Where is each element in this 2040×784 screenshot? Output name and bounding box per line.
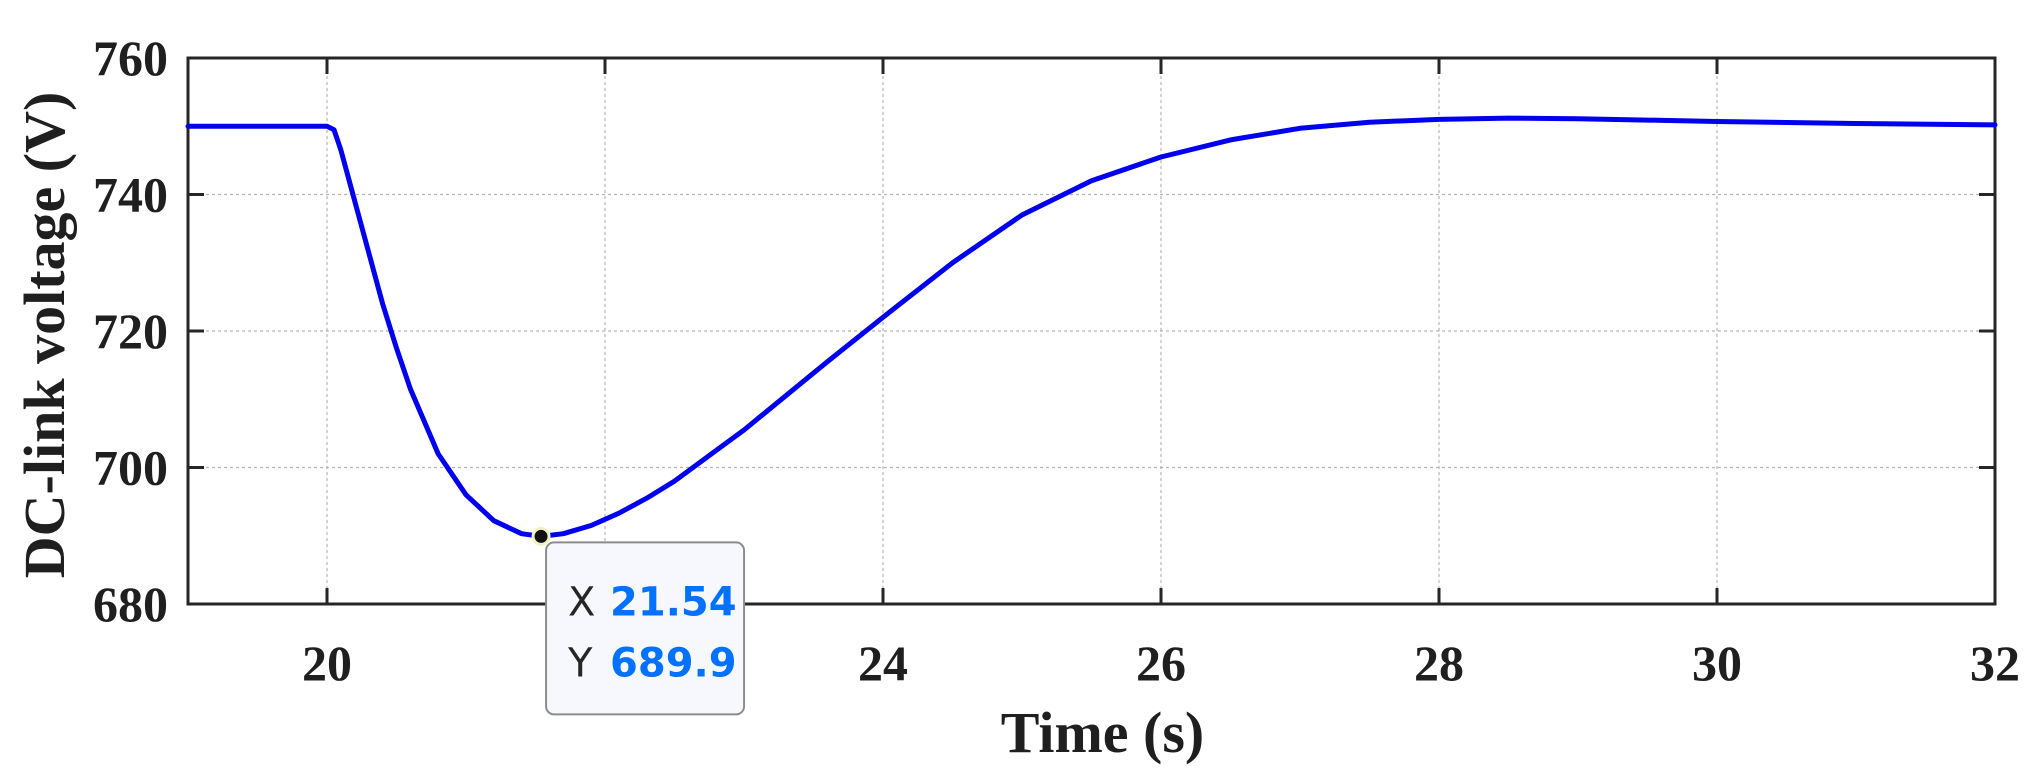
y-tick-label: 680 <box>93 576 168 632</box>
y-tick-label: 760 <box>93 30 168 86</box>
datatip-box <box>545 541 746 716</box>
x-tick-label: 20 <box>302 635 352 691</box>
grid-lines <box>188 58 1995 604</box>
x-tick-label: 32 <box>1970 635 2020 691</box>
y-axis-title: DC-link voltage (V) <box>12 92 77 579</box>
datatip-x-label: X <box>568 579 595 625</box>
x-tick-label: 30 <box>1692 635 1742 691</box>
datatip-y-value: 689.9 <box>610 640 737 686</box>
datatip[interactable]: X 21.54 Y 689.9 <box>531 526 746 716</box>
y-tick-label: 740 <box>93 167 168 223</box>
x-tick-labels: 20 24 26 28 30 32 <box>302 635 2020 691</box>
y-tick-label: 720 <box>93 303 168 359</box>
x-axis-title: Time (s) <box>1001 700 1205 765</box>
datatip-marker[interactable] <box>531 526 551 546</box>
series-line <box>185 115 1998 539</box>
datatip-x-value: 21.54 <box>610 579 737 625</box>
x-tick-label: 28 <box>1414 635 1464 691</box>
y-tick-label: 700 <box>93 440 168 496</box>
x-tick-label: 24 <box>858 635 908 691</box>
axis-ticks <box>188 56 1997 606</box>
y-tick-labels: 680 700 720 740 760 <box>93 30 168 632</box>
datatip-y-label: Y <box>567 640 593 686</box>
x-tick-label: 26 <box>1136 635 1186 691</box>
